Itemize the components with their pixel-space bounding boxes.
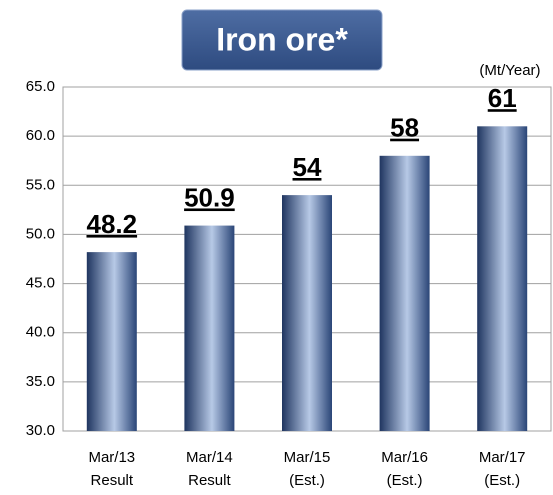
value-label: 48.2	[86, 209, 137, 239]
unit-label: (Mt/Year)	[479, 62, 540, 79]
value-label: 50.9	[184, 182, 235, 212]
x-tick-label: Mar/16	[381, 449, 428, 466]
title-box	[181, 9, 383, 71]
y-tick-label: 60.0	[26, 127, 55, 144]
value-label: 54	[293, 152, 322, 182]
x-tick-label: (Est.)	[484, 472, 520, 489]
bar	[86, 252, 137, 431]
value-label: 61	[488, 83, 517, 113]
chart-title: Iron ore*	[216, 21, 348, 57]
x-tick-label: Mar/15	[284, 449, 331, 466]
bar	[477, 126, 528, 432]
value-label: 58	[390, 113, 419, 143]
bar	[184, 225, 235, 431]
y-tick-label: 65.0	[26, 78, 55, 95]
x-tick-label: Result	[188, 472, 231, 489]
x-tick-label: (Est.)	[387, 472, 423, 489]
y-tick-label: 45.0	[26, 275, 55, 292]
x-tick-label: Mar/17	[479, 449, 526, 466]
y-tick-label: 35.0	[26, 373, 55, 390]
x-tick-label: Result	[91, 472, 134, 489]
bar	[282, 195, 332, 431]
bar	[379, 155, 430, 432]
x-tick-label: Mar/14	[186, 449, 233, 466]
y-tick-label: 50.0	[26, 225, 55, 242]
x-tick-label: (Est.)	[289, 472, 325, 489]
y-tick-label: 55.0	[26, 176, 55, 193]
y-tick-label: 40.0	[26, 324, 55, 341]
x-tick-label: Mar/13	[88, 449, 135, 466]
y-tick-label: 30.0	[26, 422, 55, 439]
